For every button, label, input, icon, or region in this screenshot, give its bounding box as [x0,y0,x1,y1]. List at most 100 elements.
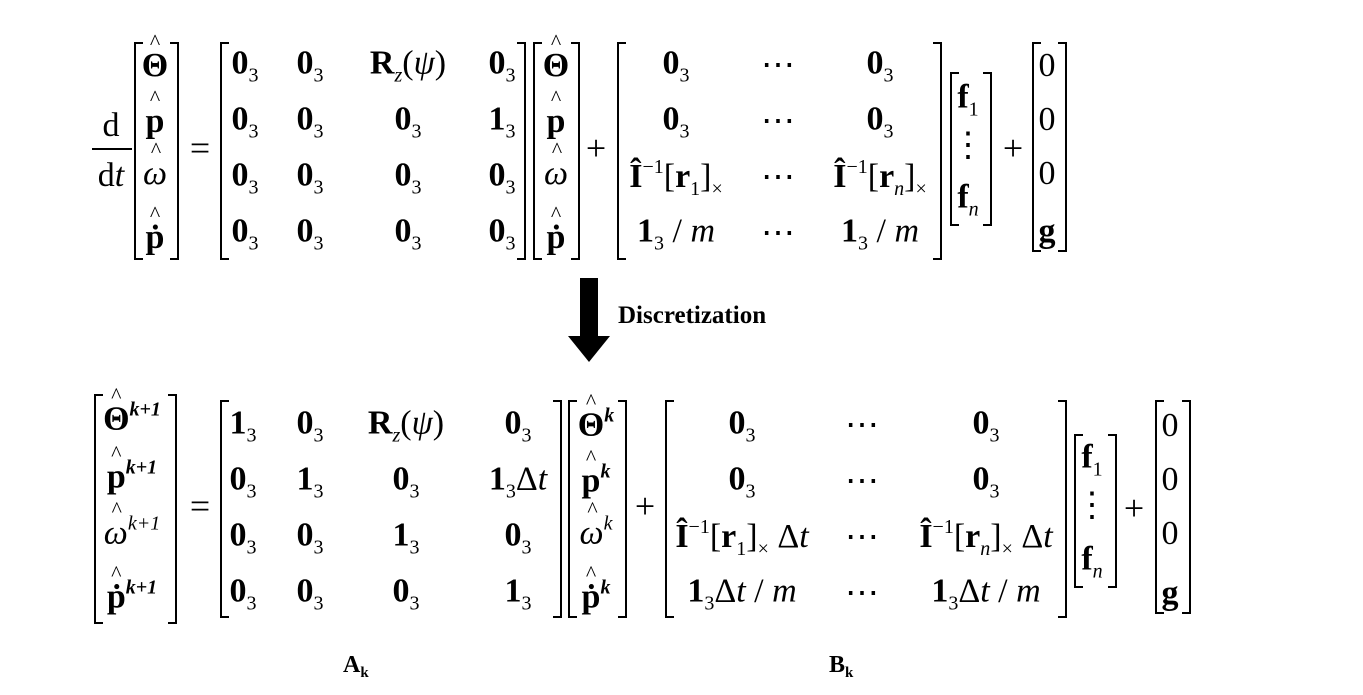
top-state2-pdot: ṗ [547,221,566,255]
bottom-A-cell-1-0: 03 [229,460,257,503]
bottom-B-cell-0-2: 03 [972,404,1000,447]
bottom-A-cell-2-3: 03 [504,516,532,559]
top-B-cell-3-0: 13 / m [636,212,716,255]
top-g-entry-3: g [1038,213,1056,250]
top-equals: = [189,128,211,168]
bottom-B-cell-1-2: 03 [972,460,1000,503]
top-state-omega: ω [143,157,167,191]
top-state-bracket-left [134,42,143,260]
bottom-g-entry-2: 0 [1161,515,1179,552]
bottom-f-bracket-right [1108,434,1117,588]
top-state-pdot: ṗ [146,221,165,255]
bottom-g-bracket-right [1182,400,1191,614]
bottom-f-entry-1: ⋮ [1075,487,1109,524]
bottom-next-omega: ωk+1 [104,514,160,551]
top-A-cell-2-3: 03 [488,156,516,199]
bottom-B-cell-3-2: 13Δt / m [931,572,1041,615]
bottom-A-cell-3-3: 13 [504,572,532,615]
bottom-g-bracket-left [1155,400,1164,614]
bottom-B-cell-2-1: ⋯ [845,519,879,556]
bottom-A-cell-1-1: 13 [296,460,324,503]
bottom-statek-pdot: ṗk [582,578,611,615]
bottom-A-cell-1-3: 13Δt [488,460,548,503]
top-B-cell-1-2: 03 [866,100,894,143]
bottom-B-cell-1-1: ⋯ [845,463,879,500]
top-f-entry-0: f1 [957,78,979,121]
bottom-plus-1: + [634,486,656,526]
bottom-next-bracket-left [94,394,103,624]
bottom-f-entry-0: f1 [1081,438,1103,481]
top-A-cell-3-2: 03 [394,212,422,255]
top-state2-omega: ω [544,157,568,191]
top-A-cell-2-1: 03 [296,156,324,199]
top-state2-bracket-left [533,42,542,260]
bottom-A-cell-0-0: 13 [229,404,257,447]
bottom-statek-omega: ωk [580,514,613,551]
top-g-bracket-left [1032,42,1041,252]
bottom-statek-bracket-right [618,400,627,618]
bottom-next-p: pk+1 [107,458,157,495]
bottom-A-cell-3-2: 03 [392,572,420,615]
top-B-bracket-right [933,42,942,260]
bottom-f-bracket-left [1074,434,1083,588]
top-A-cell-3-1: 03 [296,212,324,255]
bottom-next-pdot: ṗk+1 [107,578,157,615]
top-B-cell-3-1: ⋯ [761,215,795,252]
top-g-bracket-right [1058,42,1067,252]
bottom-A-cell-2-1: 03 [296,516,324,559]
bottom-B-cell-0-1: ⋯ [845,407,879,444]
bottom-statek-p: pk [582,462,611,499]
top-A-bracket-left [220,42,229,260]
bottom-B-bracket-right [1058,400,1067,618]
bottom-A-cell-1-2: 03 [392,460,420,503]
arrow-shaft [580,278,598,340]
top-B-cell-2-0: Î−1[r1]× [629,156,723,200]
bottom-B-cell-2-0: Î−1[r1]× Δt [675,516,809,560]
top-B-cell-0-0: 03 [662,44,690,87]
bottom-B-bracket-left [665,400,674,618]
top-A-cell-2-0: 03 [231,156,259,199]
bottom-statek-bracket-left [568,400,577,618]
top-f-entry-1: ⋮ [951,127,985,164]
top-g-entry-0: 0 [1038,47,1056,84]
bottom-B-cell-0-0: 03 [728,404,756,447]
bottom-A-cell-2-0: 03 [229,516,257,559]
bottom-A-cell-2-2: 13 [392,516,420,559]
top-state2-theta: Θ [543,49,569,83]
top-state2-p: p [547,105,566,139]
bottom-f-entry-2: fn [1081,540,1103,583]
top-f-entry-2: fn [957,178,979,221]
top-A-cell-2-2: 03 [394,156,422,199]
top-state-p: p [146,105,165,139]
top-A-cell-3-0: 03 [231,212,259,255]
arrow-head [568,336,610,362]
top-f-bracket-right [983,72,992,226]
bottom-B-cell-3-0: 13Δt / m [687,572,797,615]
bottom-A-cell-0-3: 03 [504,404,532,447]
top-A-cell-0-0: 03 [231,44,259,87]
deriv-numerator: d [102,107,120,144]
top-A-cell-1-3: 13 [488,100,516,143]
top-plus-2: + [1002,128,1024,168]
deriv-fraction-bar [92,148,132,150]
label-Bk: Bk [829,652,854,681]
bottom-statek-theta: Θk [578,406,614,443]
bottom-B-cell-2-2: Î−1[rn]× Δt [919,516,1053,560]
bottom-A-cell-0-2: Rz(ψ) [367,404,445,447]
bottom-g-entry-3: g [1161,575,1179,612]
top-B-cell-2-2: Î−1[rn]× [833,156,927,200]
bottom-g-entry-0: 0 [1161,407,1179,444]
top-A-cell-1-2: 03 [394,100,422,143]
bottom-next-bracket-right [168,394,177,624]
top-A-cell-0-2: Rz(ψ) [369,44,447,87]
top-B-cell-0-1: ⋯ [761,47,795,84]
discretization-label: Discretization [618,302,767,329]
down-arrow-icon [568,278,610,362]
top-state2-bracket-right [571,42,580,260]
top-plus-1: + [585,128,607,168]
bottom-A-cell-0-1: 03 [296,404,324,447]
top-A-cell-3-3: 03 [488,212,516,255]
top-A-cell-1-0: 03 [231,100,259,143]
top-state-theta: Θ [142,49,168,83]
bottom-B-cell-1-0: 03 [728,460,756,503]
